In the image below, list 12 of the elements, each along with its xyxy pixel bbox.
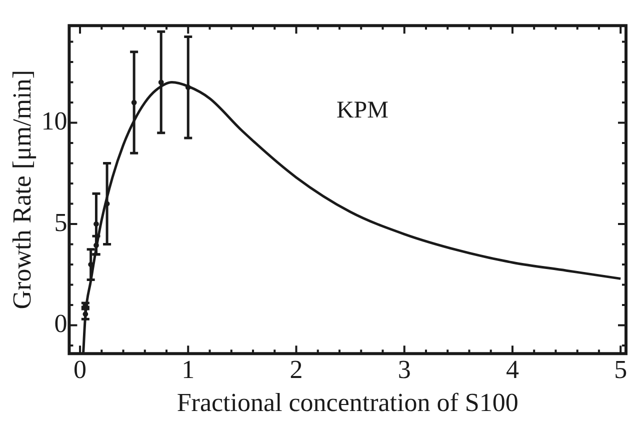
x-tick-label: 1	[182, 355, 195, 384]
y-tick-label: 5	[54, 208, 68, 237]
x-axis-title: Fractional concentration of S100	[176, 388, 518, 418]
x-tick-label: 3	[398, 355, 411, 384]
x-tick-label: 0	[74, 355, 87, 384]
x-tick-label: 4	[506, 355, 519, 384]
x-tick-label: 2	[290, 355, 303, 384]
y-tick-label: 10	[41, 106, 68, 136]
x-tick-label: 5	[614, 355, 628, 384]
annotation: KPM	[336, 97, 388, 124]
y-tick-label: 0	[54, 309, 68, 338]
y-axis-title: Growth Rate [μm/min]	[7, 70, 36, 310]
